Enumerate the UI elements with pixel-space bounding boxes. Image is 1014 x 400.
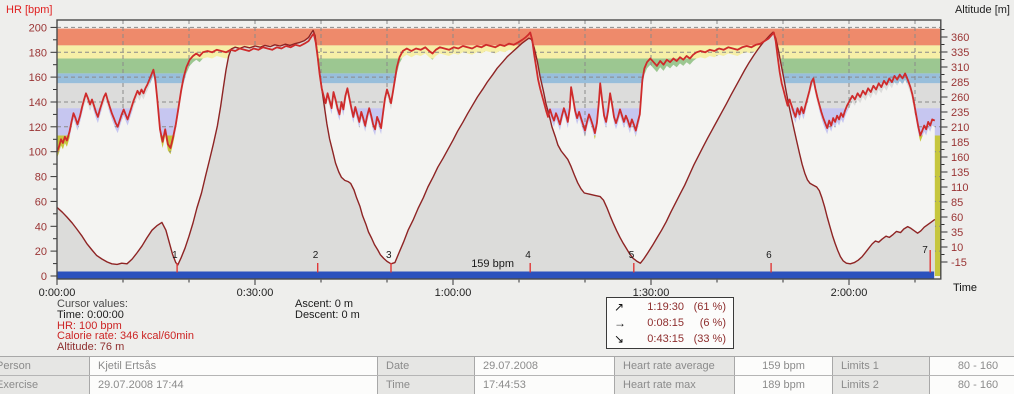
svg-text:2: 2 xyxy=(313,250,319,261)
svg-text:1: 1 xyxy=(172,250,178,261)
hr-axis xyxy=(50,26,57,277)
svg-text:85: 85 xyxy=(951,197,963,209)
person-value: Kjetil Ertsås xyxy=(90,357,378,375)
exercise-label: Exercise xyxy=(0,376,90,394)
cursor-values-title: Cursor values: xyxy=(57,298,128,310)
hr-axis-labels: 0 20 40 60 80 100 120 140 160 180 200 xyxy=(29,22,47,283)
time-axis-labels: 0:00:00 0:30:00 1:00:00 1:30:00 2:00:00 Time xyxy=(39,282,977,299)
svg-text:185: 185 xyxy=(951,137,969,149)
svg-text:100: 100 xyxy=(29,147,47,159)
ascent-value: Ascent: 0 m xyxy=(295,298,354,310)
time-axis xyxy=(56,279,916,285)
time-label: Time xyxy=(378,376,475,394)
cursor-calorie-rate-value: Calorie rate: 346 kcal/60min xyxy=(57,330,194,343)
svg-text:35: 35 xyxy=(951,227,963,239)
limits2-label: Limits 2 xyxy=(833,376,930,394)
uphill-arrow-icon: ↗ xyxy=(614,299,625,314)
gradient-row-flat: → 0:08:15 (6 %) xyxy=(607,315,733,330)
svg-text:200: 200 xyxy=(29,22,47,34)
svg-text:210: 210 xyxy=(951,122,969,134)
svg-text:260: 260 xyxy=(951,92,969,104)
altitude-axis-title: Altitude [m] xyxy=(954,4,1010,16)
lap-markers: 1 2 3 4 5 6 7 xyxy=(172,245,931,273)
flat-time: 0:08:15 xyxy=(647,316,684,329)
svg-text:10: 10 xyxy=(951,242,963,254)
avg-hr-annotation: 159 bpm xyxy=(471,258,514,270)
svg-text:2:00:00: 2:00:00 xyxy=(831,287,868,299)
svg-text:4: 4 xyxy=(525,250,531,261)
svg-text:80: 80 xyxy=(35,172,47,184)
svg-text:40: 40 xyxy=(35,221,47,233)
hr-curve xyxy=(56,31,936,153)
svg-text:6: 6 xyxy=(766,250,772,261)
svg-text:5: 5 xyxy=(629,250,635,261)
table-row: Person Kjetil Ertsås Date 29.07.2008 Hea… xyxy=(0,357,1014,376)
descent-value: Descent: 0 m xyxy=(295,309,360,321)
hr-average-value: 159 bpm xyxy=(735,357,833,375)
gradient-row-downhill: ↘ 0:43:15 (33 %) xyxy=(607,331,733,346)
hr-axis-title: HR [bpm] xyxy=(6,4,53,16)
svg-text:1:00:00: 1:00:00 xyxy=(435,287,472,299)
cursor-hr-value: HR: 100 bpm xyxy=(57,319,122,332)
svg-text:0: 0 xyxy=(41,271,47,283)
svg-text:110: 110 xyxy=(951,182,969,194)
hr-max-label: Heart rate max xyxy=(615,376,735,394)
exercise-summary-table: Person Kjetil Ertsås Date 29.07.2008 Hea… xyxy=(0,356,1014,395)
svg-text:285: 285 xyxy=(951,77,969,89)
date-value: 29.07.2008 xyxy=(475,357,615,375)
plot-border xyxy=(56,19,942,280)
hr-average-label: Heart rate average xyxy=(615,357,735,375)
downhill-arrow-icon: ↘ xyxy=(614,331,625,346)
altitude-curve xyxy=(56,29,936,266)
limits2-value: 80 - 160 xyxy=(930,376,1014,394)
uphill-time: 1:19:30 xyxy=(647,300,684,313)
flat-arrow-icon: → xyxy=(614,315,626,330)
altitude-fill xyxy=(57,30,935,280)
downhill-percent: (33 %) xyxy=(693,332,726,345)
cursor-time-value: Time: 0:00:00 xyxy=(57,308,124,321)
svg-text:235: 235 xyxy=(951,107,969,119)
svg-text:310: 310 xyxy=(951,62,969,74)
svg-text:20: 20 xyxy=(35,246,47,258)
svg-text:1:30:00: 1:30:00 xyxy=(633,287,670,299)
gradient-row-uphill: ↗ 1:19:30 (61 %) xyxy=(607,299,733,314)
time-value: 17:44:53 xyxy=(475,376,615,394)
svg-text:135: 135 xyxy=(951,167,969,179)
exercise-graph[interactable]: 1 2 3 4 5 6 7 159 bpm 0 20 40 60 80 100 120 140 160 180 20… xyxy=(0,0,1014,300)
svg-text:60: 60 xyxy=(35,196,47,208)
table-row: Exercise 29.07.2008 17:44 Time 17:44:53 … xyxy=(0,376,1014,394)
time-axis-title: Time xyxy=(953,282,977,294)
cursor-altitude-value: Altitude: 76 m xyxy=(57,341,125,354)
hr-max-value: 189 bpm xyxy=(735,376,833,394)
svg-text:3: 3 xyxy=(386,250,392,261)
svg-text:60: 60 xyxy=(951,212,963,224)
session-bar xyxy=(57,271,935,279)
svg-text:-15: -15 xyxy=(951,257,967,269)
exercise-value: 29.07.2008 17:44 xyxy=(90,376,378,394)
svg-text:160: 160 xyxy=(951,152,969,164)
altitude-axis xyxy=(941,29,948,263)
downhill-time: 0:43:15 xyxy=(647,332,684,345)
svg-text:180: 180 xyxy=(29,47,47,59)
svg-text:0:00:00: 0:00:00 xyxy=(39,287,76,299)
ascent-descent-panel: Ascent: 0 m Descent: 0 m xyxy=(295,299,360,321)
svg-text:7: 7 xyxy=(922,245,928,256)
gradient-summary-box: ↗ 1:19:30 (61 %) → 0:08:15 (6 %) ↘ 0:43:… xyxy=(606,297,734,349)
person-label: Person xyxy=(0,357,90,375)
svg-text:120: 120 xyxy=(29,122,47,134)
limits1-label: Limits 1 xyxy=(833,357,930,375)
svg-text:160: 160 xyxy=(29,72,47,84)
altitude-axis-labels: -15 10 35 60 85 110 135 160 185 210 235 260 285 310 33… xyxy=(951,32,969,269)
uphill-percent: (61 %) xyxy=(693,300,726,313)
flat-percent: (6 %) xyxy=(699,316,726,329)
footer-strip xyxy=(0,394,1014,400)
svg-text:0:30:00: 0:30:00 xyxy=(237,287,274,299)
date-label: Date xyxy=(378,357,475,375)
cursor-values-panel: Cursor values: Time: 0:00:00 HR: 100 bpm… xyxy=(57,299,194,353)
svg-text:140: 140 xyxy=(29,97,47,109)
svg-text:360: 360 xyxy=(951,32,969,44)
limits1-value: 80 - 160 xyxy=(930,357,1014,375)
svg-text:335: 335 xyxy=(951,47,969,59)
